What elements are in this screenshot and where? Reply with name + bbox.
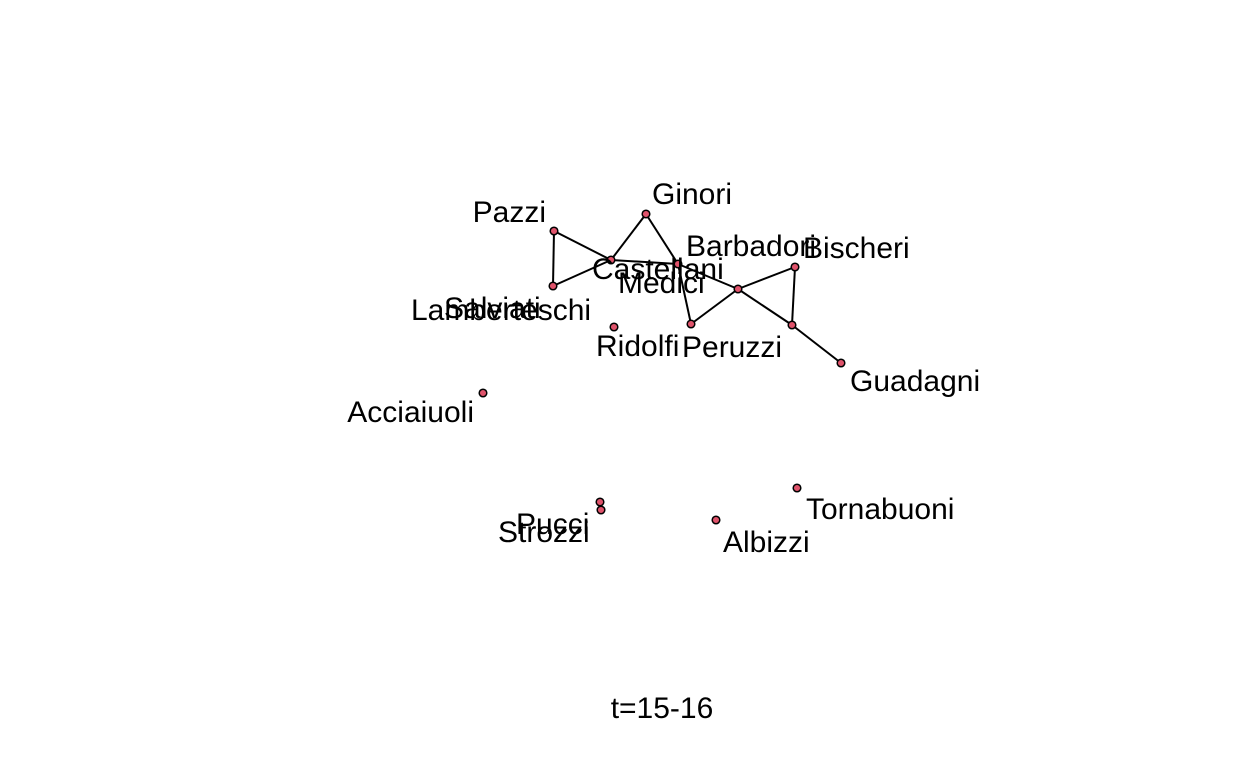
- node-label-lamberteschi: Lamberteschi: [411, 294, 591, 327]
- edge-medici-junction: [737, 288, 793, 326]
- node-label-pazzi: Pazzi: [473, 196, 546, 229]
- edge-castellani-barbadori: [610, 259, 679, 265]
- node-strozzi: [596, 505, 606, 515]
- node-label-medici: Medici: [618, 267, 705, 300]
- node-label-bischeri: Bischeri: [803, 232, 910, 265]
- node-peruzzi: [686, 319, 696, 329]
- edge-ginori-barbadori: [645, 213, 679, 265]
- node-label-ginori: Ginori: [652, 178, 732, 211]
- node-acciaiuoli: [478, 388, 488, 398]
- edge-barbadori-peruzzi: [677, 263, 692, 325]
- node-label-salviati: Salviati: [444, 292, 541, 325]
- edge-salviati-castellani: [552, 259, 612, 287]
- node-pucci: [595, 497, 605, 507]
- node-label-strozzi: Strozzi: [498, 516, 590, 549]
- node-ridolfi: [609, 322, 619, 332]
- node-label-ridolfi: Ridolfi: [596, 330, 679, 363]
- node-ginori: [641, 209, 651, 219]
- node-label-pucci: Pucci: [516, 508, 589, 541]
- node-label-acciaiuoli: Acciaiuoli: [347, 396, 474, 429]
- node-tornabuoni: [792, 483, 802, 493]
- time-caption: t=15-16: [611, 692, 714, 725]
- node-label-guadagni: Guadagni: [850, 365, 980, 398]
- node-medici: [733, 284, 743, 294]
- node-label-tornabuoni: Tornabuoni: [806, 493, 954, 526]
- node-albizzi: [711, 515, 721, 525]
- node-bischeri: [790, 262, 800, 272]
- edge-barbadori-medici: [677, 263, 739, 290]
- node-junction: [787, 320, 797, 330]
- node-barbadori: [673, 259, 683, 269]
- edge-medici-peruzzi: [690, 288, 739, 325]
- edge-bischeri-junction: [791, 266, 796, 326]
- edge-junction-guadagni: [791, 324, 842, 364]
- node-label-albizzi: Albizzi: [723, 526, 810, 559]
- node-layer: [478, 209, 846, 525]
- node-label-peruzzi: Peruzzi: [682, 331, 782, 364]
- node-salviati: [548, 281, 558, 291]
- edge-pazzi-salviati: [552, 230, 555, 287]
- edge-castellani-ginori: [610, 213, 647, 261]
- node-label-castellani: Castellani: [592, 253, 724, 286]
- node-guadagni: [836, 358, 846, 368]
- edge-pazzi-castellani: [553, 230, 612, 261]
- node-label-barbadori: Barbadori: [686, 230, 816, 263]
- node-castellani: [606, 255, 616, 265]
- edge-layer: [552, 213, 842, 364]
- node-pazzi: [549, 226, 559, 236]
- edge-medici-bischeri: [737, 266, 796, 290]
